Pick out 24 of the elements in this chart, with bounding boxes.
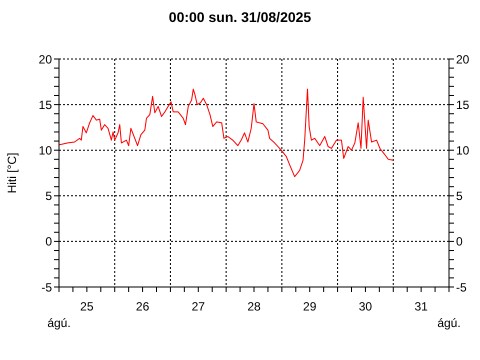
y-tick-label: 20	[38, 52, 52, 66]
y2-tick-label: 15	[456, 98, 470, 112]
x-tick-label: 26	[136, 300, 150, 314]
x-tick-label: 25	[80, 300, 94, 314]
y2-tick-label: 5	[456, 189, 463, 204]
line-series	[59, 88, 394, 178]
x-tick-label: 31	[414, 300, 428, 314]
x-tick-label: 28	[247, 300, 261, 314]
y-tick-label: 10	[38, 143, 52, 158]
y-tick-label: 0	[45, 234, 52, 249]
x-tick-label: 27	[192, 300, 206, 314]
y-tick-label: -5	[41, 280, 52, 294]
y-tick-label: 5	[45, 189, 52, 204]
chart-title: 00:00 sun. 31/08/2025	[168, 9, 312, 25]
text: ágú.	[47, 316, 71, 330]
y-tick-label: 15	[38, 98, 52, 112]
text: ágú.	[437, 316, 461, 330]
y2-tick-label: -5	[456, 280, 467, 294]
y2-tick-label: 20	[456, 52, 470, 66]
y2-tick-label: 0	[456, 234, 463, 249]
y2-tick-label: 10	[456, 143, 470, 158]
x-tick-label: 29	[303, 300, 317, 314]
x-tick-label: 30	[358, 300, 372, 314]
y-axis-title: Hiti [°C]	[5, 152, 19, 194]
